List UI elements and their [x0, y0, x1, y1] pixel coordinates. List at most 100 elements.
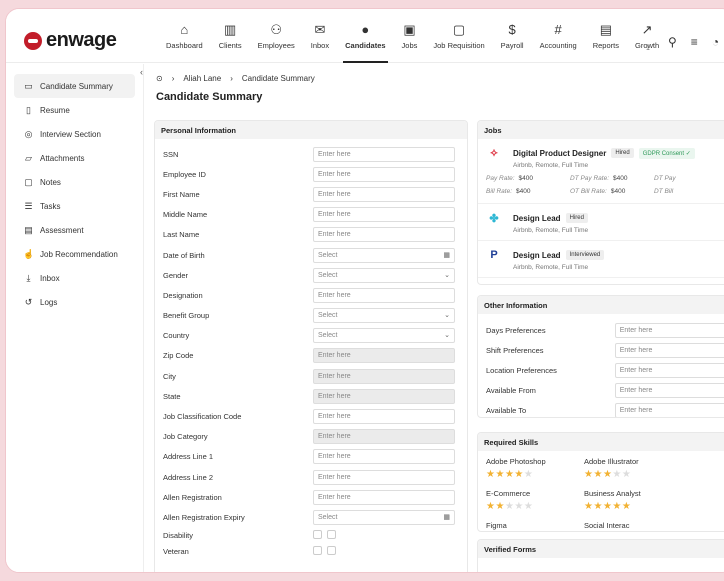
- ssn-input[interactable]: Enter here: [313, 146, 455, 162]
- nav-reports[interactable]: ▤ Reports: [585, 9, 627, 63]
- skill-e-commerce: E-Commerce ★★★★★: [486, 489, 584, 512]
- job-title[interactable]: Digital Product Designer: [513, 148, 607, 158]
- star-icon: ★: [612, 501, 622, 512]
- star-icon: ★: [523, 469, 534, 480]
- middle-name-input[interactable]: Enter here: [313, 207, 455, 223]
- field-row-first-name: First Name Enter here: [155, 184, 467, 204]
- address-line-1-input[interactable]: Enter here: [313, 449, 455, 465]
- placeholder: Enter here: [318, 352, 351, 360]
- yes-checkbox[interactable]: [313, 546, 322, 556]
- sidebar-item-inbox[interactable]: ⤓ Inbox: [6, 266, 143, 290]
- sidebar-item-assessment[interactable]: ▤ Assessment: [6, 218, 143, 242]
- sidebar-item-attachments[interactable]: ▱ Attachments: [6, 146, 143, 170]
- placeholder: Enter here: [318, 150, 351, 158]
- job-card[interactable]: P Design Lead Interviewed Airbnb, Remote, F…: [478, 241, 724, 278]
- filter-icon[interactable]: ≡: [690, 35, 698, 49]
- sidebar-item-interview-section[interactable]: ◎ Interview Section: [6, 122, 143, 146]
- sidebar-item-resume[interactable]: ▯ Resume: [6, 98, 143, 122]
- nav-accounting[interactable]: # Accounting: [532, 9, 585, 63]
- nav-job-requisition[interactable]: ▢ Job Requisition: [425, 9, 492, 63]
- job-classification-code-input[interactable]: Enter here: [313, 409, 455, 425]
- nav-employees[interactable]: ⚇ Employees: [250, 9, 303, 63]
- sidebar-item-logs[interactable]: ↺ Logs: [6, 290, 143, 314]
- chevron-down-icon: ⌄: [444, 312, 450, 320]
- field-row-country: Country Select ⌄: [155, 326, 467, 346]
- field-label: Location Preferences: [486, 365, 557, 375]
- sidebar-item-label: Logs: [40, 297, 58, 307]
- airbnb-logo-icon: ⟡: [490, 146, 498, 159]
- jobs-title: Jobs: [478, 121, 724, 139]
- sidebar-item-tasks[interactable]: ☰ Tasks: [6, 194, 143, 218]
- star-icon: ★: [593, 469, 603, 480]
- benefit-group-select[interactable]: Select ⌄: [313, 308, 455, 324]
- date-of-birth-select[interactable]: Select ▦: [313, 247, 455, 263]
- employee-id-input[interactable]: Enter here: [313, 166, 455, 182]
- nav-clients[interactable]: ▥ Clients: [211, 9, 250, 63]
- skill-rating: ★★★★★: [486, 501, 584, 512]
- sidebar-item-label: Resume: [40, 105, 70, 115]
- nav-inbox[interactable]: ✉ Inbox: [303, 9, 337, 63]
- gender-select[interactable]: Select ⌄: [313, 267, 455, 283]
- address-line-2-input[interactable]: Enter here: [313, 469, 455, 485]
- nav-candidates[interactable]: ● Candidates: [337, 9, 393, 63]
- job-subtitle: Airbnb, Remote, Full Time: [513, 227, 589, 234]
- no-checkbox[interactable]: [327, 530, 336, 540]
- field-label: Employee ID: [163, 169, 206, 179]
- jobs-panel: Jobs ⟡ Digital Product Designer Hired GDPR …: [477, 120, 724, 285]
- bill-rate-item: DT Bill: [654, 188, 724, 195]
- allen-registration-expiry-select[interactable]: Select ▦: [313, 509, 455, 525]
- last-name-input[interactable]: Enter here: [313, 227, 455, 243]
- location-preferences-input[interactable]: Enter here: [614, 362, 724, 378]
- sidebar-item-notes[interactable]: ▢ Notes: [6, 170, 143, 194]
- sidebar-item-job-recommendation[interactable]: ☝ Job Recommendation: [6, 242, 143, 266]
- skill-rating: ★★★★★: [584, 501, 682, 512]
- pay-rate-item: Pay Rate: $400: [486, 175, 570, 182]
- briefcase-icon: ▣: [403, 21, 416, 37]
- star-icon: ★: [495, 501, 505, 512]
- job-title[interactable]: Design Lead: [513, 250, 561, 260]
- days-preferences-input[interactable]: Enter here: [614, 322, 724, 338]
- sidebar-item-candidate-summary[interactable]: ▭ Candidate Summary: [14, 74, 135, 98]
- yes-checkbox[interactable]: [313, 530, 322, 540]
- available-from-input[interactable]: Enter here: [614, 383, 724, 399]
- brand-logo[interactable]: enwage: [24, 29, 117, 52]
- job-title[interactable]: Design Lead: [513, 213, 561, 223]
- tasks-icon: ☰: [24, 200, 33, 211]
- collapse-sidebar-icon[interactable]: ‹: [140, 67, 143, 77]
- nav-growth[interactable]: ↗ Growth: [627, 9, 667, 63]
- placeholder: Enter here: [318, 372, 351, 380]
- paypal-logo-icon: P: [490, 249, 498, 261]
- job-card[interactable]: ✤ Design Lead Hired Airbnb, Remote, Full Ti…: [478, 204, 724, 241]
- nav-dashboard[interactable]: ⌂ Dashboard: [158, 9, 211, 63]
- people-icon: ⚇: [270, 21, 283, 37]
- no-checkbox[interactable]: [327, 546, 336, 556]
- search-icon[interactable]: ⚲: [668, 35, 677, 49]
- shift-preferences-input[interactable]: Enter here: [614, 342, 724, 358]
- nav-jobs[interactable]: ▣ Jobs: [394, 9, 426, 63]
- skill-social-interac: Social Interac★★★★★: [584, 521, 682, 531]
- allen-registration-input[interactable]: Enter here: [313, 489, 455, 505]
- nav-payroll[interactable]: $ Payroll: [493, 9, 532, 63]
- field-row-allen-registration-expiry: Allen Registration Expiry Select ▦: [155, 507, 467, 527]
- notification-icon[interactable]: ◔: [711, 35, 720, 49]
- folder-icon: ▱: [25, 152, 32, 163]
- field-label: City: [163, 371, 176, 381]
- country-select[interactable]: Select ⌄: [313, 328, 455, 344]
- first-name-input[interactable]: Enter here: [313, 186, 455, 202]
- job-card[interactable]: ⟡ Digital Product Designer Hired GDPR Conse…: [478, 139, 724, 204]
- field-row-city: City Enter here: [155, 366, 467, 386]
- available-to-input[interactable]: Enter here: [614, 403, 724, 417]
- star-icon: ★: [602, 469, 613, 480]
- nav-label: Clients: [218, 40, 242, 50]
- person-circle-icon: ●: [361, 21, 370, 37]
- placeholder: Enter here: [619, 407, 653, 415]
- breadcrumb-candidate-link[interactable]: Aliah Lane: [183, 74, 222, 83]
- skill-name: Social Interac: [584, 521, 630, 530]
- star-icon: ★: [504, 469, 515, 480]
- designation-input[interactable]: Enter here: [313, 287, 455, 303]
- inbox-icon: ⤓: [26, 272, 31, 283]
- field-row-available-to: Available To Enter here: [478, 401, 724, 417]
- star-icon: ★: [593, 501, 603, 512]
- field-label: Zip Code: [163, 351, 194, 361]
- skill-figma: Figma★★★★★: [486, 521, 584, 531]
